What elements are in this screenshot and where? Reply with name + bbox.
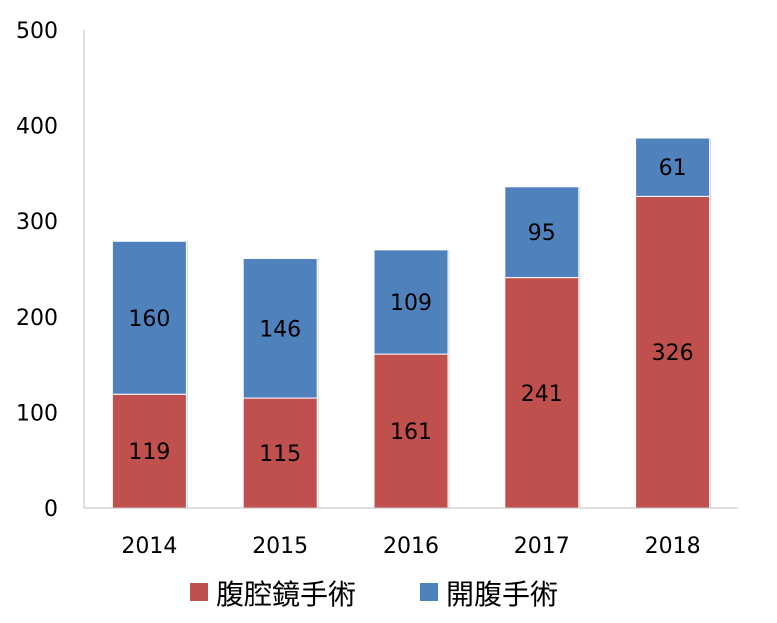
y-tick-label: 500 bbox=[16, 19, 58, 44]
y-tick-label: 0 bbox=[44, 497, 58, 522]
bars: 119 160 115 146 161 109 241 95 326 61 bbox=[111, 137, 712, 509]
x-tick-label: 2018 bbox=[645, 534, 701, 559]
bar-segment bbox=[373, 249, 449, 355]
y-tick-label: 300 bbox=[16, 210, 58, 235]
x-axis: 2014 2015 2016 2017 2018 bbox=[84, 507, 738, 559]
y-axis: 0 100 200 300 400 500 bbox=[16, 19, 85, 522]
y-tick-label: 200 bbox=[16, 306, 58, 331]
data-label: 160 bbox=[128, 307, 170, 332]
data-label: 161 bbox=[390, 420, 432, 445]
legend-swatch bbox=[190, 583, 208, 601]
data-label: 109 bbox=[390, 291, 432, 316]
bar-segment bbox=[635, 137, 711, 197]
bar-segment bbox=[111, 240, 187, 395]
bar-segment bbox=[242, 257, 318, 399]
data-label: 241 bbox=[521, 382, 563, 407]
data-label: 95 bbox=[528, 221, 556, 246]
bar-segment bbox=[635, 195, 711, 509]
y-tick-label: 400 bbox=[16, 115, 58, 140]
legend-label: 開腹手術 bbox=[446, 578, 558, 611]
data-label: 61 bbox=[659, 156, 687, 181]
bar-segment bbox=[242, 397, 318, 509]
x-tick-label: 2016 bbox=[383, 534, 439, 559]
legend: 腹腔鏡手術 開腹手術 bbox=[190, 578, 558, 611]
legend-label: 腹腔鏡手術 bbox=[216, 578, 356, 611]
bar-segment bbox=[504, 277, 580, 509]
legend-swatch bbox=[420, 583, 438, 601]
data-label: 115 bbox=[259, 442, 301, 467]
x-tick-label: 2015 bbox=[252, 534, 308, 559]
data-label: 326 bbox=[652, 341, 694, 366]
y-tick-label: 100 bbox=[16, 401, 58, 426]
x-tick-label: 2017 bbox=[514, 534, 570, 559]
data-label: 146 bbox=[259, 317, 301, 342]
data-label: 119 bbox=[128, 440, 170, 465]
bar-segment bbox=[504, 186, 580, 279]
x-tick-label: 2014 bbox=[121, 534, 177, 559]
